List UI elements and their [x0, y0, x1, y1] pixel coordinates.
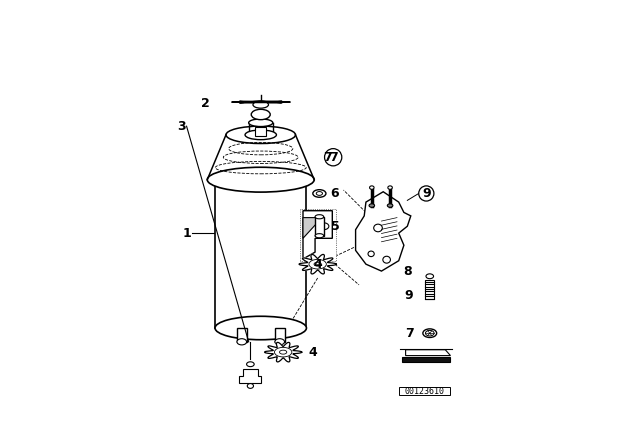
Ellipse shape [369, 204, 374, 207]
Text: 7: 7 [404, 327, 413, 340]
Circle shape [419, 186, 434, 201]
Ellipse shape [237, 339, 246, 345]
Text: 8: 8 [403, 265, 412, 278]
Polygon shape [356, 192, 411, 271]
Ellipse shape [244, 101, 277, 103]
Bar [255, 127, 266, 136]
Polygon shape [264, 342, 302, 362]
Ellipse shape [253, 101, 269, 108]
Text: 00123610: 00123610 [404, 387, 445, 396]
Ellipse shape [388, 186, 392, 190]
Text: 6: 6 [331, 187, 339, 200]
Text: 3: 3 [177, 120, 186, 133]
Ellipse shape [246, 362, 254, 366]
Ellipse shape [423, 329, 436, 337]
Text: 7: 7 [323, 151, 332, 164]
Polygon shape [299, 254, 336, 274]
Polygon shape [303, 218, 322, 238]
Ellipse shape [252, 109, 270, 120]
Ellipse shape [245, 130, 276, 140]
Text: 9: 9 [422, 187, 431, 200]
Polygon shape [232, 101, 290, 103]
Text: 4: 4 [308, 346, 317, 359]
Ellipse shape [369, 186, 374, 190]
Bar [275, 328, 285, 342]
Ellipse shape [207, 167, 314, 192]
Text: 9: 9 [404, 289, 413, 302]
Ellipse shape [247, 383, 253, 388]
Ellipse shape [215, 316, 307, 340]
Ellipse shape [426, 274, 433, 279]
Ellipse shape [387, 204, 393, 207]
Ellipse shape [215, 168, 307, 191]
Ellipse shape [315, 234, 324, 238]
Ellipse shape [315, 215, 324, 219]
Text: 7: 7 [329, 151, 337, 164]
Ellipse shape [275, 339, 285, 345]
Polygon shape [406, 350, 451, 356]
Polygon shape [402, 358, 451, 362]
Circle shape [324, 149, 342, 166]
Text: 4: 4 [313, 258, 322, 271]
Bar [425, 280, 435, 299]
Bar [315, 217, 324, 236]
Text: 5: 5 [330, 220, 339, 233]
Bar [237, 328, 246, 342]
Ellipse shape [313, 190, 326, 197]
Bar [399, 387, 451, 395]
Text: 1: 1 [182, 227, 191, 240]
Text: 2: 2 [201, 97, 210, 110]
Ellipse shape [226, 126, 296, 143]
Polygon shape [303, 211, 332, 259]
Polygon shape [239, 370, 261, 383]
Ellipse shape [249, 119, 273, 126]
